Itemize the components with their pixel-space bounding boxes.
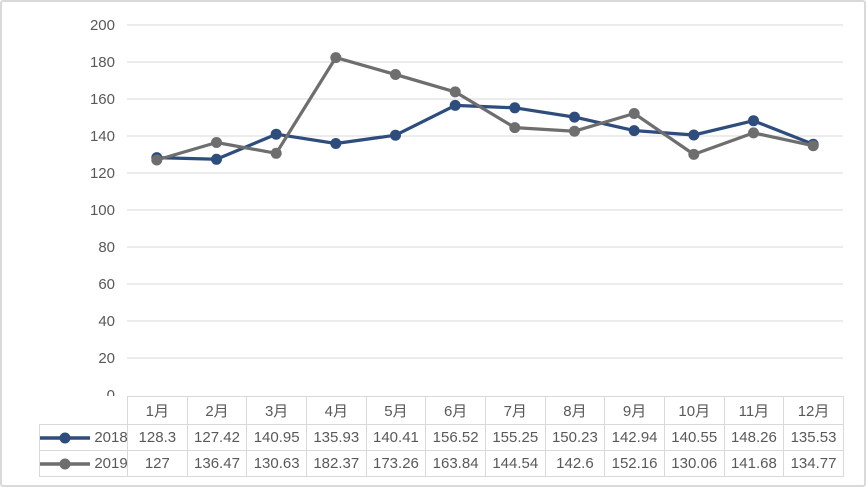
- series-line-2018: [155, 103, 815, 161]
- value-cell: 128.3: [127, 424, 188, 451]
- month-header-cell: 12月: [783, 396, 844, 425]
- data-point-marker-2019: [151, 154, 163, 166]
- series-legend: 2018: [40, 429, 127, 446]
- value-cell: 148.26: [723, 424, 785, 451]
- y-axis-tick-label: 60: [98, 276, 115, 293]
- value-cell: 130.63: [246, 450, 307, 477]
- value-cell: 173.26: [365, 450, 427, 477]
- y-axis-tick-label: 20: [98, 350, 115, 367]
- data-point-marker-2019: [211, 137, 222, 148]
- legend-key-icon: [40, 458, 91, 469]
- value-cell: 142.94: [604, 424, 665, 451]
- data-point-marker-2018: [449, 99, 461, 111]
- data-point-marker-2018: [569, 111, 580, 123]
- y-axis-tick-label: 80: [98, 239, 115, 256]
- data-point-marker-2018: [270, 128, 282, 140]
- value-cell: 140.55: [663, 424, 725, 451]
- month-header-cell: 7月: [484, 396, 546, 425]
- y-axis-tick-label: 180: [90, 54, 115, 71]
- line-chart-canvas: 0 20 40 60 80 100 120 140 160 180 200: [90, 17, 843, 396]
- month-header-cell: 2月: [186, 396, 248, 425]
- data-point-marker-2019: [569, 125, 580, 137]
- value-cell: 140.41: [365, 424, 427, 451]
- legend-key-icon: [40, 432, 91, 443]
- series-legend-cell: 2018: [39, 424, 128, 451]
- data-point-marker-2018: [748, 115, 759, 127]
- data-point-marker-2018: [390, 129, 401, 141]
- data-point-marker-2019: [270, 147, 282, 159]
- y-axis-tick-label: 160: [90, 91, 115, 108]
- chart-data-table: 1月 2月 3月 4月 5月 6月 7月 8月 9月 10月 11月 12月 2018 128.3 127…: [39, 396, 844, 477]
- series-legend-cell: 2019: [39, 450, 128, 477]
- value-cell: 127.42: [186, 424, 248, 451]
- y-axis-tick-label: 140: [90, 128, 115, 145]
- y-axis-tick-label: 0: [107, 387, 115, 396]
- month-header-cell: 9月: [604, 396, 665, 425]
- value-cell: 135.93: [305, 424, 367, 451]
- series-line-2019: [155, 55, 815, 162]
- value-cell: 182.37: [305, 450, 367, 477]
- month-header-cell: 11月: [723, 396, 785, 425]
- table-row-2019: 2019 127 136.47 130.63 182.37 173.26 163.84 144…: [39, 450, 844, 477]
- data-point-marker-2019: [807, 140, 819, 152]
- value-cell: 130.06: [663, 450, 725, 477]
- value-cell: 155.25: [484, 424, 546, 451]
- legend-marker: [59, 458, 71, 469]
- value-cell: 134.77: [783, 450, 844, 477]
- value-cell: 136.47: [186, 450, 248, 477]
- value-cell: 152.16: [604, 450, 665, 477]
- data-point-marker-2019: [688, 148, 700, 160]
- value-cell: 142.6: [544, 450, 606, 477]
- month-header-cell: 3月: [246, 396, 307, 425]
- data-point-marker-2019: [390, 69, 401, 80]
- data-point-marker-2018: [211, 153, 222, 165]
- data-point-marker-2018: [330, 138, 342, 149]
- month-header-cell: 10月: [663, 396, 725, 425]
- series-name-label: 2018: [94, 429, 128, 446]
- series-legend: 2019: [40, 455, 127, 472]
- month-header-row: 1月 2月 3月 4月 5月 6月 7月 8月 9月 10月 11月 12月: [40, 396, 844, 425]
- table-corner-cell: [40, 397, 128, 425]
- y-axis-tick-label: 100: [90, 202, 115, 219]
- data-point-marker-2019: [509, 122, 521, 134]
- month-header-cell: 5月: [365, 396, 427, 425]
- series-name-label: 2019: [94, 455, 128, 472]
- data-point-marker-2018: [688, 129, 700, 141]
- data-point-marker-2018: [628, 125, 640, 137]
- data-point-marker-2019: [748, 127, 759, 139]
- value-cell: 135.53: [783, 424, 844, 451]
- value-cell: 156.52: [425, 424, 486, 451]
- value-cell: 144.54: [484, 450, 546, 477]
- table-row-2018: 2018 128.3 127.42 140.95 135.93 140.41 156.52 1…: [39, 424, 844, 451]
- y-axis-tick-label: 120: [90, 165, 115, 182]
- data-point-marker-2019: [628, 108, 640, 119]
- data-point-marker-2019: [330, 52, 342, 64]
- y-axis-tick-label: 40: [98, 313, 115, 330]
- value-cell: 163.84: [425, 450, 486, 477]
- data-point-marker-2019: [449, 86, 461, 98]
- y-axis-tick-label: 200: [90, 17, 115, 34]
- month-header-cell: 1月: [127, 396, 188, 425]
- month-header-cell: 8月: [544, 396, 606, 425]
- month-header-cell: 4月: [305, 396, 367, 425]
- value-cell: 150.23: [544, 424, 606, 451]
- value-cell: 140.95: [246, 424, 307, 451]
- value-cell: 127: [127, 450, 188, 477]
- legend-marker: [59, 432, 71, 443]
- value-cell: 141.68: [723, 450, 785, 477]
- month-header-cell: 6月: [425, 396, 486, 425]
- data-point-marker-2018: [509, 102, 521, 114]
